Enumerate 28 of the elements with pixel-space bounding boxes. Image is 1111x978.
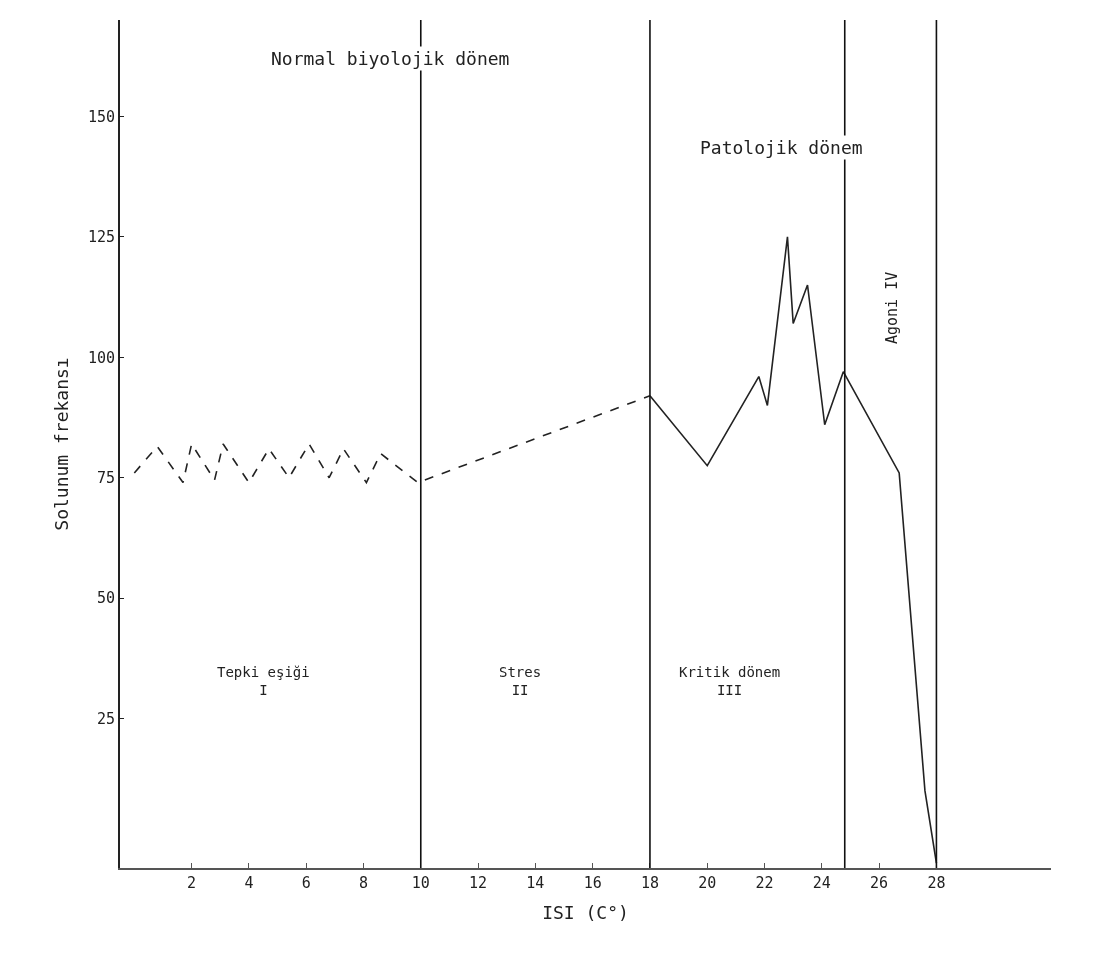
y-tick-label: 75 (96, 468, 115, 487)
annotation: Normal biyolojik dönem (271, 48, 510, 69)
y-tick-label: 125 (87, 228, 115, 247)
x-tick-label: 16 (583, 874, 602, 892)
annotation: Kritik dönem III (679, 664, 781, 699)
x-tick-label: 20 (698, 874, 717, 892)
annotation: Patolojik dönem (700, 137, 863, 158)
x-tick-label: 4 (244, 874, 254, 892)
y-tick-label: 150 (87, 107, 115, 126)
x-tick-label: 2 (187, 874, 197, 892)
x-tick-label: 8 (358, 874, 369, 892)
y-tick-label: 100 (87, 348, 115, 367)
y-tick-label: 50 (96, 589, 115, 608)
x-tick-label: 24 (812, 874, 831, 892)
x-tick-label: 26 (870, 874, 889, 892)
annotation: Tepki eşiği I (217, 664, 310, 699)
annotation: Stres II (499, 664, 542, 699)
y-tick-label: 25 (96, 709, 115, 728)
x-tick-label: 12 (469, 874, 488, 892)
x-tick-label: 28 (927, 874, 946, 892)
x-tick-label: 6 (301, 874, 311, 892)
x-tick-label: 22 (755, 874, 774, 892)
x-axis-title: ISI (C°) (542, 901, 629, 923)
x-tick-label: 18 (640, 874, 659, 892)
y-axis-title: Solunum frekansı (50, 357, 72, 531)
x-tick-label: 14 (526, 874, 545, 892)
annotation: Agoni IV (883, 271, 902, 345)
x-tick-label: 10 (411, 874, 430, 892)
